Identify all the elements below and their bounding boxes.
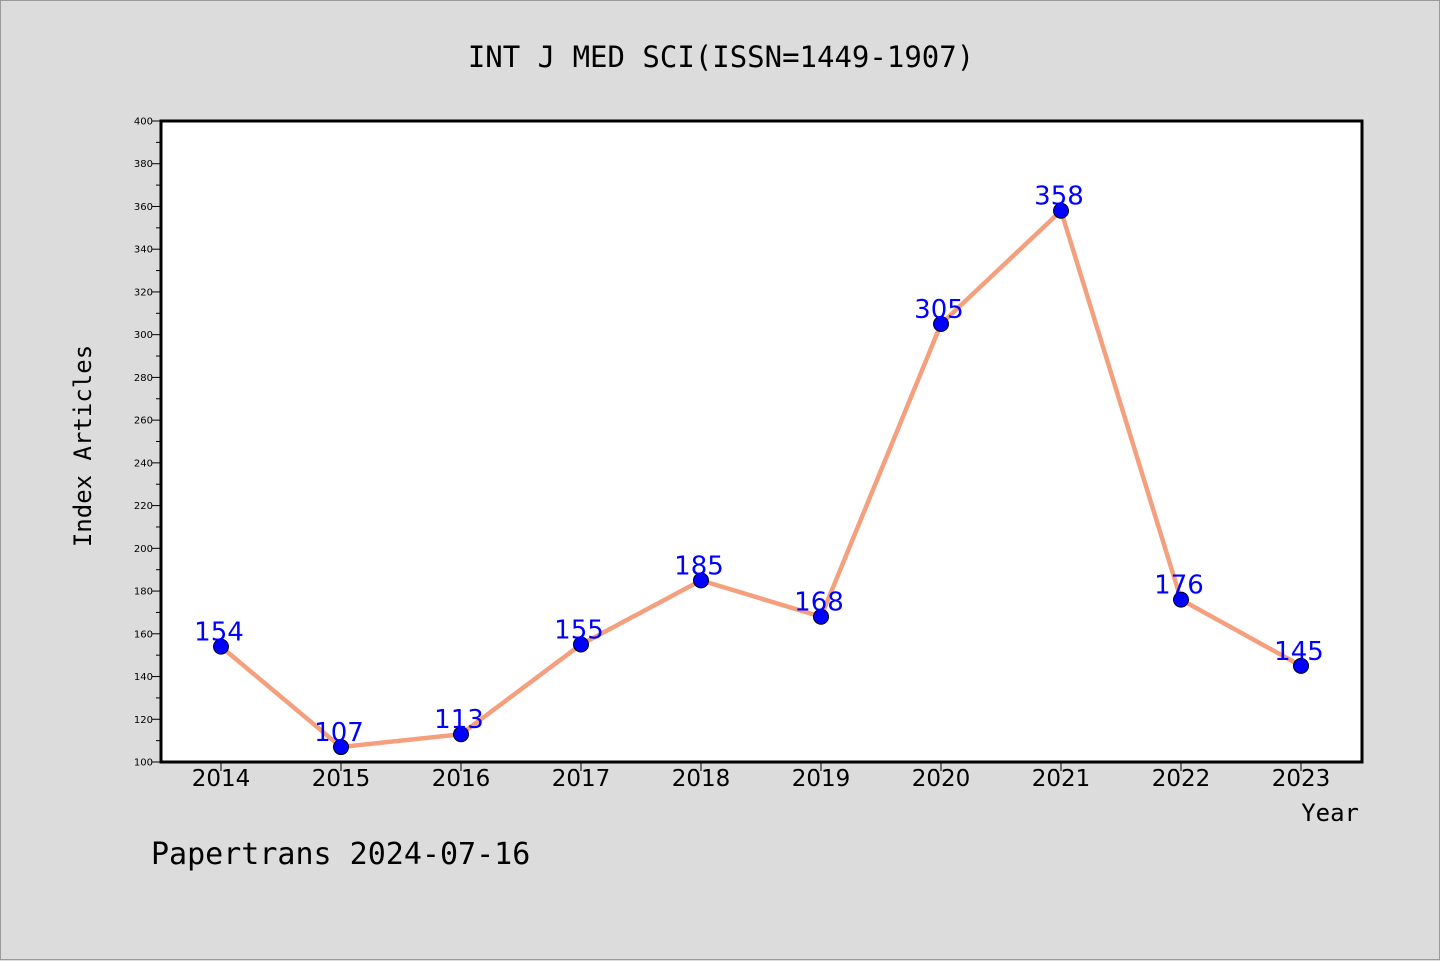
- y-tick-label: 180: [134, 587, 153, 598]
- chart-title: INT J MED SCI(ISSN=1449-1907): [468, 40, 974, 74]
- x-tick-label: 2022: [1152, 766, 1211, 792]
- data-label: 155: [554, 615, 604, 645]
- x-tick-label: 2017: [552, 766, 611, 792]
- x-tick-label: 2020: [912, 766, 971, 792]
- data-point-marker: [573, 636, 589, 653]
- series-layer: 154 107 113 155 185 168 305 358 176 145: [194, 182, 1324, 756]
- data-label: 107: [314, 718, 364, 748]
- data-label: 185: [674, 551, 724, 581]
- y-tick-label: 240: [134, 458, 153, 469]
- data-label: 168: [794, 588, 844, 618]
- data-label: 113: [434, 705, 484, 735]
- data-label: 176: [1154, 571, 1204, 601]
- x-tick-label: 2014: [192, 766, 251, 792]
- x-tick-label: 2019: [792, 766, 851, 792]
- x-axis: 2014 2015 2016 2017 2018 2019 2020 2021 2022 2023: [192, 762, 1331, 792]
- y-tick-label: 320: [134, 287, 153, 298]
- series-line: [218, 208, 1304, 750]
- data-point-marker: [933, 315, 949, 332]
- data-point-marker: [213, 638, 229, 655]
- y-tick-label: 300: [134, 330, 153, 341]
- y-axis: 100 120 140 160 180 200 220 240 260 280 300 320 340 3…: [134, 117, 161, 769]
- y-tick-label: 200: [134, 544, 153, 555]
- y-tick-label: 260: [134, 416, 153, 427]
- plot-area: [159, 119, 1364, 764]
- data-point-marker: [693, 572, 709, 589]
- y-tick-label: 400: [134, 117, 153, 128]
- y-tick-label: 140: [134, 672, 153, 683]
- y-tick-label: 100: [134, 758, 153, 769]
- y-tick-label: 220: [134, 501, 153, 512]
- data-label: 305: [914, 295, 964, 325]
- y-tick-label: 340: [134, 245, 153, 256]
- data-label: 154: [194, 618, 244, 648]
- data-point-marker: [1053, 202, 1069, 219]
- data-label: 145: [1274, 637, 1324, 667]
- x-tick-label: 2015: [312, 766, 371, 792]
- x-tick-label: 2018: [672, 766, 731, 792]
- x-tick-label: 2021: [1032, 766, 1091, 792]
- footer-credit: Papertrans 2024-07-16: [151, 837, 530, 872]
- data-point-marker: [453, 726, 469, 743]
- y-tick-label: 380: [134, 159, 153, 170]
- x-tick-label: 2016: [432, 766, 491, 792]
- y-axis-label: Index Articles: [69, 345, 97, 547]
- data-point-marker: [1173, 591, 1189, 608]
- data-point-marker: [813, 608, 829, 625]
- data-label: 358: [1034, 182, 1084, 212]
- x-axis-label: Year: [1301, 799, 1359, 827]
- y-tick-label: 120: [134, 715, 153, 726]
- y-tick-label: 160: [134, 629, 153, 640]
- y-tick-label: 280: [134, 373, 153, 384]
- data-point-marker: [1293, 657, 1309, 674]
- y-tick-label: 360: [134, 202, 153, 213]
- data-point-marker: [333, 739, 349, 756]
- x-tick-label: 2023: [1272, 766, 1331, 792]
